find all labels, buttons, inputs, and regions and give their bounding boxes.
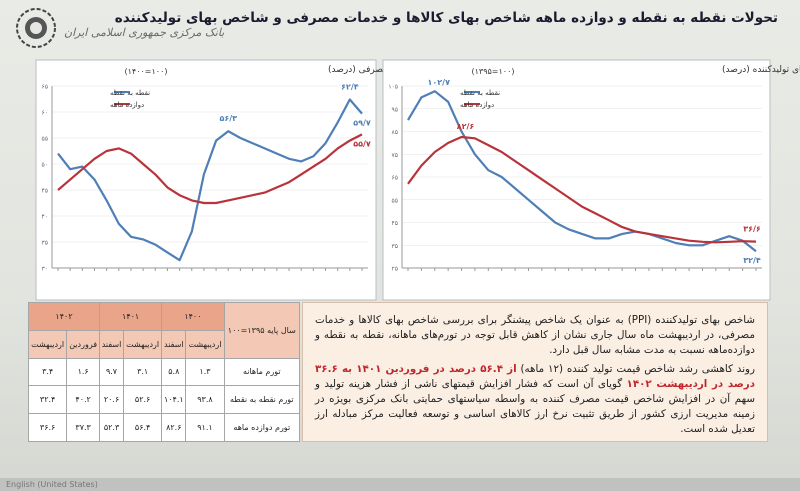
column-header: اسفند (99, 329, 125, 359)
annotation: ۸۲/۶ (457, 122, 475, 131)
column-header: اردیبهشت (27, 329, 68, 359)
status-bar: English (United States) (0, 478, 800, 491)
logo-text: بانک مرکزی جمهوری اسلامی ایران (64, 26, 225, 39)
column-header: اسفند (161, 329, 187, 359)
cell: ۴۰.۲ (66, 385, 101, 415)
annotation: ۶۲/۴ (341, 83, 359, 92)
cell: ۱.۳ (185, 357, 225, 387)
row-label: تورم ماهانه (223, 357, 301, 387)
y-tick-label: ۴۵ (392, 220, 398, 227)
row-label: تورم نقطه به نقطه (223, 385, 301, 415)
chart-subtitle: (۱۳۹۵=۱۰۰) (471, 67, 514, 76)
series-line (407, 135, 757, 244)
series-line (407, 90, 757, 253)
cell: ۱.۶ (66, 357, 101, 387)
table-row: تورم نقطه به نقطه ۹۳.۸ ۱۰۴.۱ ۵۲.۶ ۲۰.۶ ۴۰.۲ ۳۲… (27, 385, 301, 415)
title: تحولات نقطه به نقطه و دوازده ماهه شاخص ب… (114, 10, 778, 26)
y-tick-label: ۶۵ (42, 84, 48, 91)
text-box: شاخص بهای تولیدکننده (PPI) به عنوان یک ش… (302, 302, 768, 442)
cell: ۳۷.۳ (66, 413, 101, 442)
annotation: ۳۲/۴ (743, 256, 761, 265)
legend-label: دوازده ماهه (460, 101, 494, 109)
column-header: فروردین (66, 329, 101, 359)
table-row: تورم دوازده ماهه ۹۱.۱ ۸۲.۶ ۵۶.۴ ۵۲.۳ ۳۷.۳ ۳۶.۶ (27, 413, 301, 442)
legend-label: نقطه به نقطه (460, 89, 500, 97)
column-header: اردیبهشت (185, 329, 225, 359)
annotation: ۳۶/۶ (743, 225, 761, 234)
y-tick-label: ۳۵ (392, 243, 398, 250)
y-tick-label: ۵۵ (392, 197, 398, 204)
paragraph: شاخص بهای تولیدکننده (PPI) به عنوان یک ش… (315, 314, 755, 356)
cell: ۹۱.۱ (185, 413, 225, 442)
cell: ۵۲.۶ (123, 385, 163, 415)
y-tick-label: ۳۵ (42, 240, 48, 247)
cell: ۲۰.۶ (99, 385, 125, 415)
annotation: ۵۹/۷ (353, 119, 371, 128)
y-tick-label: ۵۰ (42, 162, 48, 169)
legend-label: دوازده ماهه (110, 101, 144, 109)
cell: ۸۲.۶ (161, 413, 187, 442)
corner-cell: سال پایه ۱۳۹۵=۱۰۰ (223, 302, 301, 359)
cell: ۳۲.۴ (27, 385, 68, 415)
table-box: سال پایه ۱۳۹۵=۱۰۰ ۱۴۰۰ ۱۴۰۱ ۱۴۰۲ اردیبهشت اسف… (27, 302, 301, 442)
annotation: ۵۶/۳ (219, 114, 237, 123)
text: روند کاهشی رشد شاخص قیمت تولید کننده (۱۲… (520, 363, 756, 375)
y-tick-label: ۹۵ (392, 106, 398, 113)
text: گویای آن است که فشار افزایش قیمتهای ناشی… (315, 378, 755, 435)
y-tick-label: ۴۵ (42, 188, 48, 195)
group-header: ۱۴۰۰ (161, 302, 225, 331)
series-line (57, 98, 363, 262)
table: سال پایه ۱۳۹۵=۱۰۰ ۱۴۰۰ ۱۴۰۱ ۱۴۰۲ اردیبهشت اسف… (27, 302, 301, 442)
cell: ۱۰۴.۱ (161, 385, 187, 415)
y-tick-label: ۵۵ (42, 136, 48, 143)
column-header: اردیبهشت (123, 329, 163, 359)
cell: ۳.۱ (123, 357, 163, 387)
cell: ۳.۴ (27, 357, 68, 387)
cell: ۳۶.۶ (27, 413, 68, 442)
y-tick-label: ۷۵ (392, 152, 398, 159)
row-label: تورم دوازده ماهه (223, 413, 301, 442)
highlight: از ۵۶.۴ درصد در فروردین ۱۴۰۱ به ۳۶.۶ درص… (315, 363, 755, 390)
legend-label: نقطه به نقطه (110, 89, 150, 97)
chart-subtitle: (۱۴۰۰=۱۰۰) (124, 67, 167, 76)
header-row: اردیبهشت اسفند اردیبهشت اسفند فروردین اردیبهش… (27, 329, 300, 359)
paragraph: روند کاهشی رشد شاخص قیمت تولید کننده (۱۲… (315, 362, 755, 437)
y-tick-label: ۸۵ (392, 129, 398, 136)
chart-title: تحولات شاخص بهای تولیدکننده (درصد) (722, 65, 800, 75)
header-row: سال پایه ۱۳۹۵=۱۰۰ ۱۴۰۰ ۱۴۰۱ ۱۴۰۲ (27, 302, 301, 359)
y-tick-label: ۶۵ (392, 175, 398, 182)
logo (16, 8, 56, 48)
annotation: ۵۵/۷ (353, 139, 371, 148)
y-tick-label: ۶۰ (42, 110, 48, 117)
cell: ۵.۸ (161, 357, 187, 387)
header: بانک مرکزی جمهوری اسلامی ایران تحولات نق… (0, 0, 800, 56)
table-row: تورم ماهانه ۱.۳ ۵.۸ ۳.۱ ۹.۷ ۱.۶ ۳.۴ (27, 357, 301, 387)
chart-frame (35, 59, 377, 301)
cell: ۹.۷ (99, 357, 125, 387)
series-line (57, 133, 363, 205)
cell: ۵۲.۳ (99, 413, 125, 442)
cell: ۹۳.۸ (185, 385, 225, 415)
y-tick-label: ۲۵ (392, 266, 398, 273)
group-header: ۱۴۰۲ (27, 302, 101, 331)
y-tick-label: ۳۰ (42, 266, 48, 273)
charts: تحولات شاخص بهای کالاها و خدمات مصرفی (د… (35, 59, 800, 301)
annotation: ۱۰۲/۷ (428, 78, 451, 87)
y-tick-label: ۴۰ (42, 214, 48, 221)
y-tick-label: ۱۰۵ (388, 84, 398, 91)
cell: ۵۶.۴ (123, 413, 163, 442)
group-header: ۱۴۰۱ (99, 302, 163, 331)
